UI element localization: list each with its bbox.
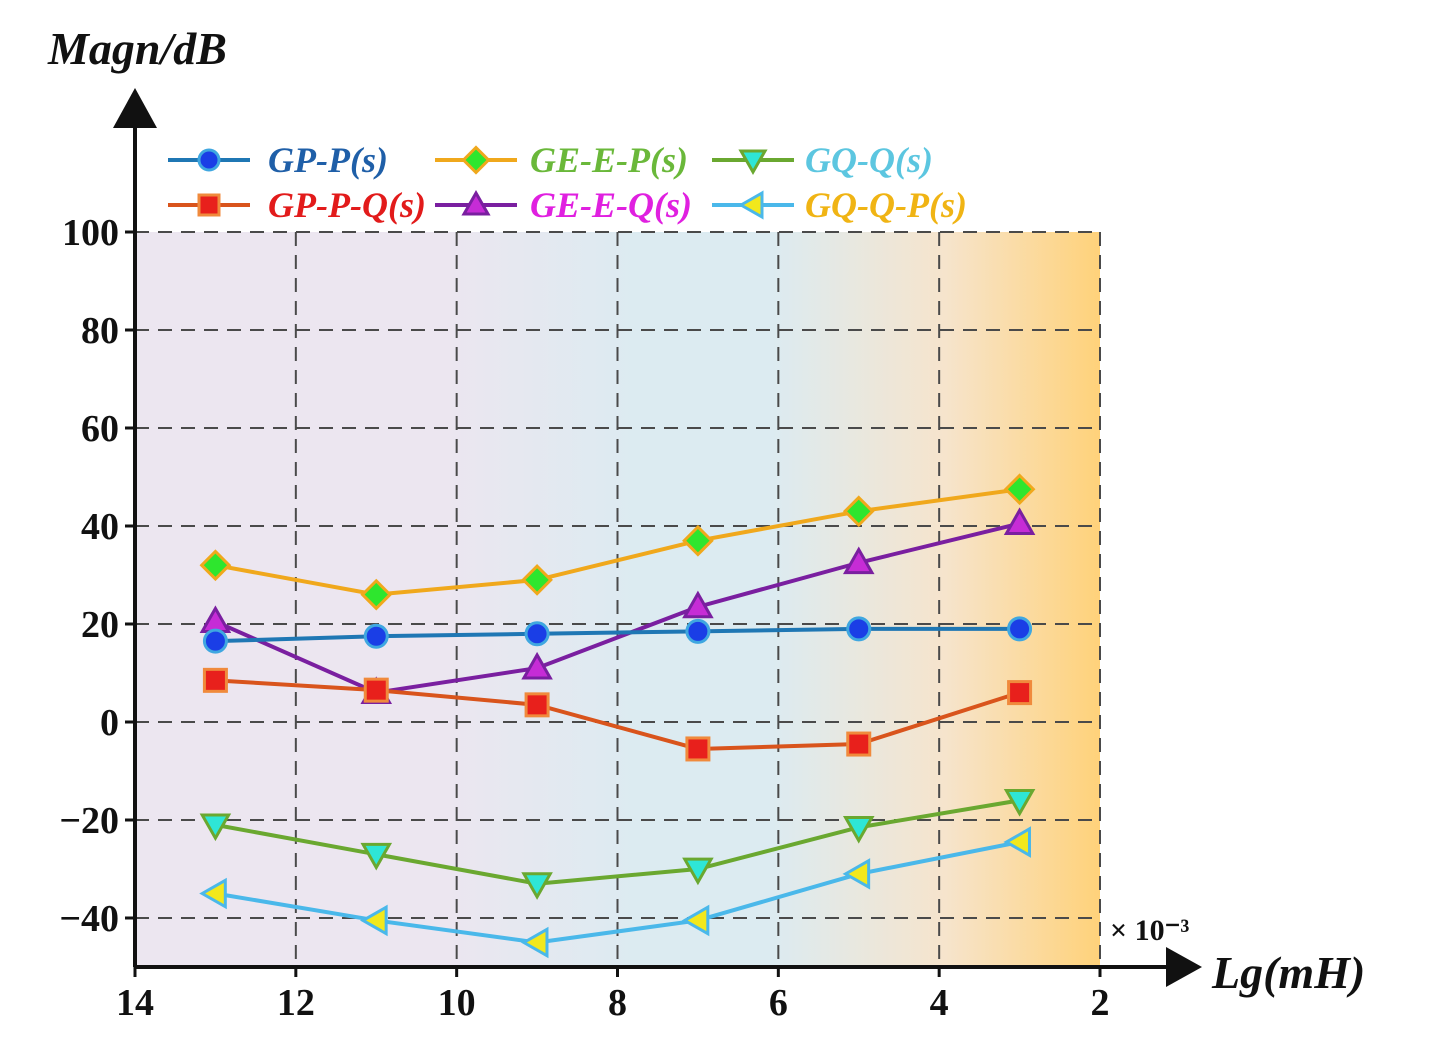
grid [135,231,1101,967]
data-point [199,877,227,910]
data-point [682,857,714,886]
y-axis-arrow [113,88,157,128]
x-tick-label: 12 [277,982,315,1024]
legend-marker [197,148,221,172]
data-point [842,546,875,575]
x-axis-title: Lg(mH) [1211,947,1365,998]
legend-marker [197,193,221,217]
data-point [1003,473,1036,506]
data-point [685,618,711,644]
data-point [521,651,553,680]
series-2 [199,473,1036,611]
y-tick-label: 0 [100,702,119,744]
x-axis-arrow [1166,947,1202,987]
x-tick-label: 6 [769,982,788,1024]
legend-marker [461,145,491,175]
data-point [360,842,393,871]
series-line [214,521,1021,695]
legend-label: GP-P(s) [268,140,388,180]
legend-label: GQ-Q(s) [805,140,933,180]
data-point [1003,507,1036,535]
data-point [199,813,232,842]
data-point [1003,826,1031,858]
x-tick-label: 4 [930,982,949,1024]
legend-label: GQ-Q-P(s) [805,185,967,225]
legend: GP-P(s) GE-E-P(s) GQ-Q(s) GP-P-Q(s) GE-E-Q(s… [168,140,967,225]
data-point [199,549,232,582]
series-0 [202,616,1033,654]
series-line [215,798,1020,886]
y-tick-label: −20 [59,800,119,842]
series-line [215,840,1020,945]
data-point [846,731,872,757]
legend-label: GP-P-Q(s) [268,185,426,225]
series-line [215,626,1020,644]
data-point [360,904,388,937]
series-layer [199,473,1036,959]
series-5 [199,826,1031,959]
data-point [520,926,549,959]
y-tick-label: 80 [81,310,119,352]
y-tick-label: 20 [81,604,119,646]
legend-marker [737,190,764,220]
legend-item: GQ-Q(s) [712,140,933,180]
x-tick-label: 2 [1091,982,1110,1024]
data-point [1007,616,1033,642]
x-tick-label: 14 [116,982,154,1024]
legend-label: GE-E-Q(s) [530,185,692,225]
y-tick-label: 60 [81,408,119,450]
data-point [842,495,875,528]
legend-marker [461,189,491,216]
data-point [360,578,393,611]
legend-marker [738,149,768,176]
legend-item: GE-E-P(s) [435,140,688,180]
data-point [521,564,553,596]
data-point [682,524,714,557]
x-axis-multiplier: × 10⁻³ [1110,914,1189,947]
data-point [202,628,228,654]
data-point [521,872,553,900]
data-point [681,904,710,937]
series-line [215,487,1020,597]
data-point [682,590,714,619]
data-point [842,815,875,844]
legend-item: GQ-Q-P(s) [712,185,967,225]
data-point [524,621,550,647]
legend-label: GE-E-P(s) [530,140,688,180]
series-4 [199,789,1036,900]
legend-item: GP-P-Q(s) [168,185,426,225]
legend-item: GE-E-Q(s) [435,185,692,225]
series-1 [202,667,1033,762]
y-tick-label: 40 [81,506,119,548]
data-point [202,667,228,693]
y-axis-title: Magn/dB [47,23,227,74]
x-tick-label: 10 [438,982,476,1024]
axes: 14 12 10 8 6 4 2 100 80 60 40 20 0 −20 −40 [59,88,1202,1024]
x-tick-label: 8 [608,982,627,1024]
data-point [685,736,711,762]
data-point [842,858,871,890]
data-point [363,677,389,703]
data-point [1007,680,1033,706]
y-tick-label: −40 [59,898,119,940]
data-point [363,623,389,649]
legend-item: GP-P(s) [168,140,388,180]
y-tick-label: 100 [62,212,119,254]
data-point [846,616,872,642]
series-line [215,678,1021,751]
data-point [1003,789,1036,817]
data-point [524,692,550,718]
